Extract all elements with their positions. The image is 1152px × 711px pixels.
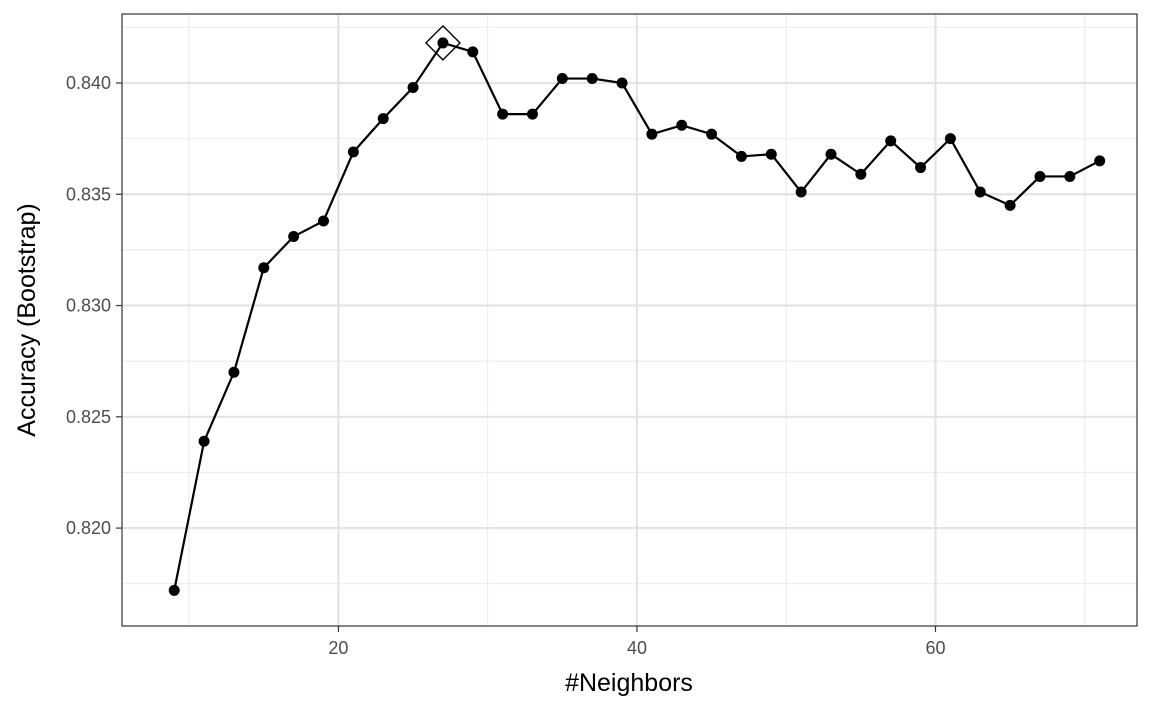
data-point <box>944 133 956 145</box>
data-point <box>258 262 270 274</box>
best-point-diamond-marker <box>424 24 461 61</box>
y-tick-label: 0.835 <box>66 184 111 204</box>
x-axis-title: #Neighbors <box>565 669 693 697</box>
y-tick-label: 0.820 <box>66 518 111 538</box>
y-tick-label: 0.825 <box>66 407 111 427</box>
data-point <box>168 584 180 596</box>
data-point <box>288 231 300 243</box>
data-point <box>377 113 389 125</box>
data-point <box>437 37 449 49</box>
data-point <box>646 128 658 140</box>
data-point <box>735 150 747 162</box>
data-point <box>885 135 897 147</box>
y-tick-label: 0.830 <box>66 296 111 316</box>
data-point <box>228 366 240 378</box>
data-point <box>407 81 419 93</box>
data-point <box>855 168 867 180</box>
x-tick-label: 20 <box>328 638 348 658</box>
y-tick-label: 0.840 <box>66 73 111 93</box>
data-point <box>1064 170 1076 182</box>
data-point <box>676 119 688 131</box>
data-point <box>915 162 927 174</box>
panel-background <box>122 14 1137 626</box>
data-point <box>706 128 718 140</box>
data-point <box>1094 155 1106 167</box>
data-point <box>795 186 807 198</box>
data-point <box>198 435 210 447</box>
data-point <box>318 215 330 227</box>
x-tick-label: 40 <box>627 638 647 658</box>
series-layer <box>168 24 1106 596</box>
data-point <box>497 108 509 120</box>
data-point <box>526 108 538 120</box>
x-tick-label: 60 <box>925 638 945 658</box>
data-point <box>765 148 777 160</box>
data-point <box>825 148 837 160</box>
data-point <box>974 186 986 198</box>
y-axis-title: Accuracy (Bootstrap) <box>13 203 41 436</box>
data-point <box>616 77 628 89</box>
y-axis: 0.820 0.825 0.830 0.835 0.840 <box>66 73 122 538</box>
major-gridlines <box>122 14 1137 626</box>
data-point <box>1034 170 1046 182</box>
data-point <box>347 146 359 158</box>
data-point <box>1004 199 1016 211</box>
data-point <box>467 46 479 58</box>
x-axis: 20 40 60 <box>328 626 946 658</box>
series-line <box>173 41 1101 591</box>
panel-border <box>121 13 1138 627</box>
data-point <box>556 73 568 85</box>
minor-gridlines <box>122 14 1137 626</box>
data-point <box>586 73 598 85</box>
